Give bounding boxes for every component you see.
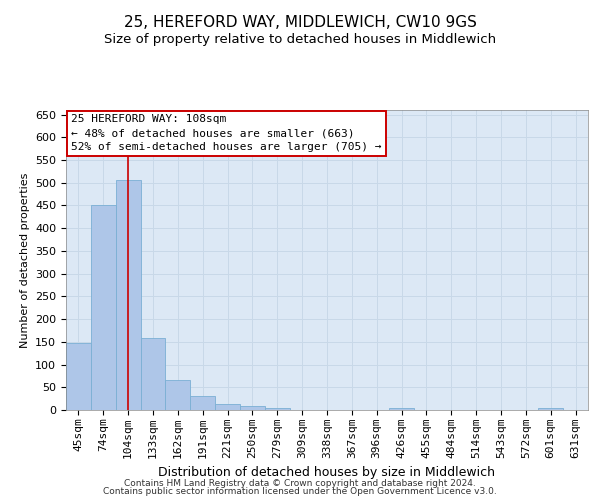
Text: Size of property relative to detached houses in Middlewich: Size of property relative to detached ho…	[104, 32, 496, 46]
Bar	[116, 180, 140, 410]
Bar	[215, 404, 240, 410]
Bar	[166, 380, 190, 410]
Bar	[538, 408, 563, 410]
Bar	[265, 408, 290, 410]
Text: Contains public sector information licensed under the Open Government Licence v3: Contains public sector information licen…	[103, 487, 497, 496]
Bar	[389, 408, 414, 410]
Text: 25 HEREFORD WAY: 108sqm
← 48% of detached houses are smaller (663)
52% of semi-d: 25 HEREFORD WAY: 108sqm ← 48% of detache…	[71, 114, 382, 152]
Bar	[140, 338, 166, 410]
Y-axis label: Number of detached properties: Number of detached properties	[20, 172, 29, 348]
Text: 25, HEREFORD WAY, MIDDLEWICH, CW10 9GS: 25, HEREFORD WAY, MIDDLEWICH, CW10 9GS	[124, 15, 476, 30]
Bar	[66, 343, 91, 410]
Bar	[240, 406, 265, 410]
Bar	[91, 206, 116, 410]
Bar	[190, 396, 215, 410]
X-axis label: Distribution of detached houses by size in Middlewich: Distribution of detached houses by size …	[158, 466, 496, 479]
Text: Contains HM Land Registry data © Crown copyright and database right 2024.: Contains HM Land Registry data © Crown c…	[124, 478, 476, 488]
